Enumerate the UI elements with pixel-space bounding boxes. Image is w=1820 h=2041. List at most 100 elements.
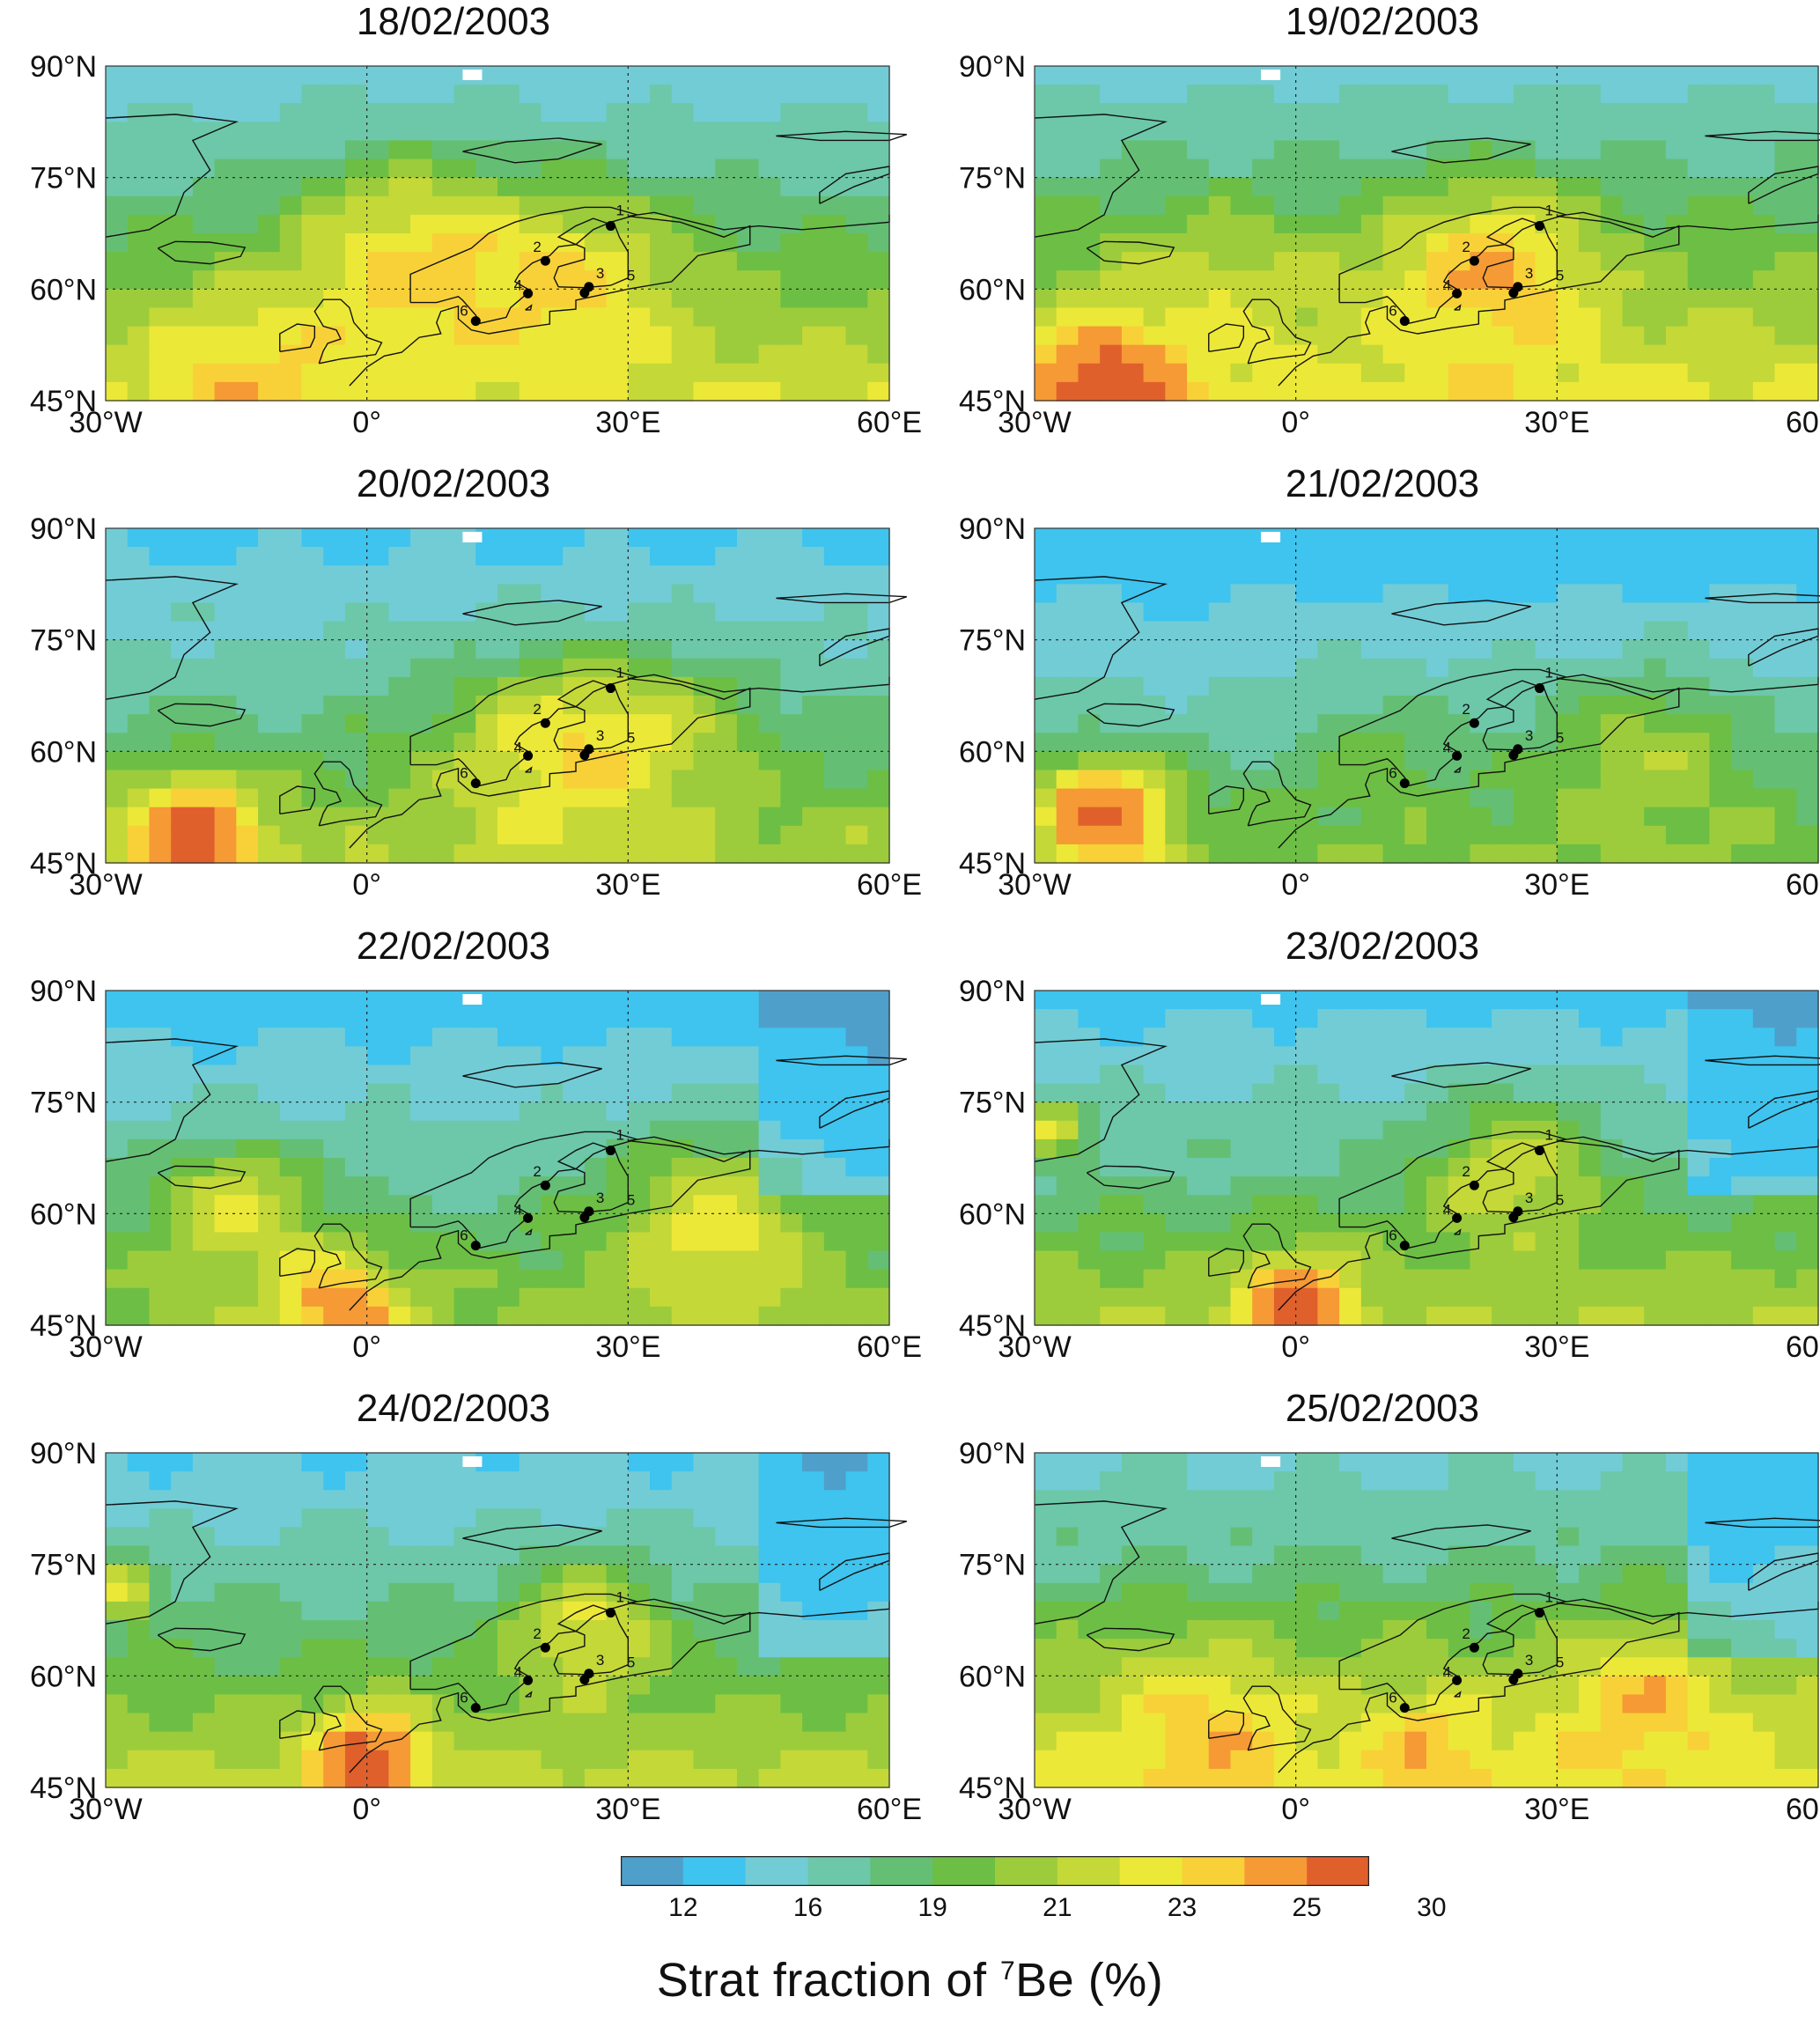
colorbar-segment xyxy=(932,1856,996,1886)
station-marker xyxy=(579,750,590,761)
latitude-label: 75°N xyxy=(959,1549,1026,1582)
panel-date-title: 21/02/2003 xyxy=(1285,462,1480,505)
longitude-label: 0° xyxy=(352,1330,381,1364)
station-label: 5 xyxy=(627,1654,635,1671)
colorbar-segment xyxy=(1182,1856,1245,1886)
contour-map: 1 2 3 4 5 6 90°N 75°N 60°N 45°N30°W 0° 30°E 60°E xyxy=(30,50,922,439)
station-marker xyxy=(523,750,534,761)
longitude-label: 30°W xyxy=(69,1793,143,1826)
contour-map: 1 2 3 4 5 6 90°N 75°N 60°N 45°N30°W 0° 30°E 60°E xyxy=(30,512,922,902)
latitude-label: 45°N xyxy=(959,385,1026,418)
longitude-label: 0° xyxy=(1281,868,1310,902)
station-label: 3 xyxy=(596,727,604,744)
station-marker xyxy=(1399,1703,1410,1713)
station-marker xyxy=(1399,778,1410,789)
colorbar-segment xyxy=(807,1856,871,1886)
panel-date-title: 19/02/2003 xyxy=(1285,0,1480,43)
missing-data-marker xyxy=(462,1456,483,1467)
coastlines xyxy=(105,114,908,387)
map-frame xyxy=(105,990,890,1326)
colorbar-segment xyxy=(1057,1856,1121,1886)
longitude-label: 30°E xyxy=(1524,1330,1589,1364)
station-label: 6 xyxy=(460,1690,468,1706)
latitude-label: 60°N xyxy=(30,1197,97,1231)
station-label: 4 xyxy=(1443,739,1451,755)
latitude-label: 90°N xyxy=(959,1437,1026,1470)
station-label: 2 xyxy=(1462,1625,1470,1642)
contour-field xyxy=(1035,66,1819,402)
station-marker xyxy=(1469,718,1479,728)
station-marker xyxy=(540,1642,550,1653)
coastlines xyxy=(105,1500,908,1773)
map-frame xyxy=(105,527,890,864)
station-label: 5 xyxy=(1556,730,1564,747)
station-label: 3 xyxy=(596,1190,604,1206)
station-marker xyxy=(523,288,534,298)
map-frame xyxy=(105,1452,890,1788)
station-label: 6 xyxy=(1389,1690,1396,1706)
station-label: 4 xyxy=(514,1663,522,1680)
station-marker xyxy=(470,1241,481,1251)
station-marker xyxy=(579,1212,590,1223)
longitude-label: 0° xyxy=(1281,1793,1310,1826)
missing-data-marker xyxy=(1261,994,1281,1005)
station-marker xyxy=(1469,1180,1479,1190)
longitude-label: 60°E xyxy=(857,406,922,439)
longitude-label: 60°E xyxy=(857,1793,922,1826)
map-panel: 25/02/2003 1 2 3 4 5 6 90°N 75°N 60°N 45°N 30°W 0° 30… xyxy=(929,1387,1820,1845)
latitude-label: 60°N xyxy=(959,1660,1026,1693)
station-label: 4 xyxy=(514,276,522,293)
panel-date-title: 25/02/2003 xyxy=(1285,1387,1480,1430)
map-panel: 23/02/2003 1 2 3 4 5 6 90°N 75°N 60°N 45°N 30°W 0° 30… xyxy=(929,925,1820,1382)
panel-date-title: 20/02/2003 xyxy=(356,462,551,505)
latitude-label: 60°N xyxy=(959,1197,1026,1231)
station-label: 6 xyxy=(460,1227,468,1244)
latitude-label: 90°N xyxy=(959,975,1026,1008)
station-marker xyxy=(606,1146,616,1156)
station-marker xyxy=(1399,316,1410,327)
latitude-label: 60°N xyxy=(30,273,97,306)
station-marker xyxy=(523,1212,534,1223)
map-panel: 19/02/2003 1 2 3 4 5 6 90°N 75°N 60°N 45°N 30°W 0° 30… xyxy=(929,0,1820,458)
colorbar-segment xyxy=(621,1856,684,1886)
station-label: 2 xyxy=(533,239,541,255)
station-label: 6 xyxy=(460,303,468,320)
latitude-label: 75°N xyxy=(959,1087,1026,1120)
station-marker xyxy=(1452,750,1463,761)
colorbar-tick-label: 19 xyxy=(917,1893,947,1922)
colorbar-segment xyxy=(1119,1856,1183,1886)
station-label: 4 xyxy=(514,739,522,755)
map-frame xyxy=(1034,1452,1819,1788)
missing-data-marker xyxy=(462,532,483,542)
longitude-label: 60°E xyxy=(1786,406,1820,439)
longitude-label: 30°W xyxy=(998,1330,1072,1364)
map-panel: 18/02/2003 1 2 3 4 5 6 90°N 75°N 60°N 45°N 30°W 0° 30… xyxy=(0,0,922,458)
longitude-label: 30°E xyxy=(1524,1793,1589,1826)
contour-field xyxy=(1035,1453,1819,1788)
latitude-label: 75°N xyxy=(30,624,97,658)
station-marker xyxy=(1452,1212,1463,1223)
station-marker xyxy=(1452,1675,1463,1685)
station-marker xyxy=(540,255,550,266)
longitude-label: 0° xyxy=(352,1793,381,1826)
station-label: 3 xyxy=(596,1652,604,1669)
contour-map: 1 2 3 4 5 6 90°N 75°N 60°N 45°N30°W 0° 30°E 60°E xyxy=(959,1437,1820,1826)
longitude-label: 60°E xyxy=(857,1330,922,1364)
contour-map: 1 2 3 4 5 6 90°N 75°N 60°N 45°N30°W 0° 30°E 60°E xyxy=(30,1437,922,1826)
latitude-label: 75°N xyxy=(959,624,1026,658)
colorbar-tick-label: 21 xyxy=(1043,1893,1072,1922)
station-label: 1 xyxy=(616,203,624,219)
colorbar-segment xyxy=(870,1856,933,1886)
map-panel: 22/02/2003 1 2 3 4 5 6 90°N 75°N 60°N 45°N 30°W 0° 30… xyxy=(0,925,922,1382)
latitude-label: 60°N xyxy=(959,273,1026,306)
station-marker xyxy=(1508,288,1519,298)
map-frame xyxy=(105,65,890,402)
map-frame xyxy=(1034,65,1819,402)
panel-date-title: 24/02/2003 xyxy=(356,1387,551,1430)
station-marker xyxy=(470,316,481,327)
station-label: 1 xyxy=(1545,1127,1553,1144)
longitude-label: 30°E xyxy=(1524,868,1589,902)
latitude-label: 75°N xyxy=(30,162,97,195)
station-label: 5 xyxy=(1556,268,1564,284)
station-label: 4 xyxy=(1443,276,1451,293)
